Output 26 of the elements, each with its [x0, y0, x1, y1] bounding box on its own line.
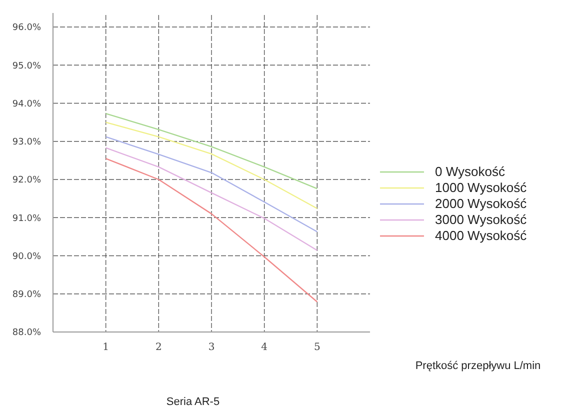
x-tick-label: 4 — [261, 342, 268, 353]
y-tick-label: 92.0% — [12, 176, 42, 186]
line-series — [105, 112, 318, 190]
line-series — [105, 122, 318, 210]
line-series — [105, 136, 318, 232]
line-series — [105, 147, 318, 252]
legend-label: 3000 Wysokość — [435, 212, 528, 227]
x-tick-label: 3 — [208, 342, 215, 353]
x-axis-title: Prętkość przepływu L/min — [415, 360, 541, 372]
x-tick-label: 1 — [102, 342, 110, 353]
x-tick-label: 5 — [314, 342, 320, 353]
y-tick-label: 96.0% — [12, 23, 42, 34]
y-tick-label: 89.0% — [12, 290, 42, 300]
y-tick-label: 94.0% — [12, 99, 42, 110]
y-tick-label: 90.0% — [12, 252, 42, 262]
y-tick-label: 93.0% — [12, 138, 42, 148]
legend-label: 1000 Wysokość — [435, 180, 528, 195]
text: Seria AR-5 — [166, 396, 220, 408]
x-tick-label: 2 — [155, 342, 162, 353]
legend-label: 0 Wysokość — [435, 164, 506, 179]
y-tick-label: 95.0% — [12, 61, 42, 72]
y-tick-label: 88.0% — [12, 328, 42, 338]
legend-label: 4000 Wysokość — [435, 228, 528, 243]
line-series — [105, 158, 318, 302]
legend-label: 2000 Wysokość — [435, 196, 528, 211]
y-tick-label: 91.0% — [12, 214, 42, 224]
